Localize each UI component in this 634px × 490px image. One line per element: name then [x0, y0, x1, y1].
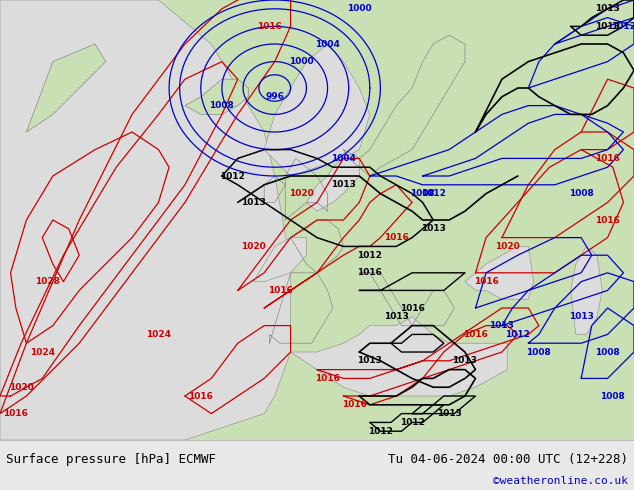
Text: 996: 996 [265, 92, 284, 101]
Text: 1000: 1000 [347, 4, 372, 13]
Text: 1008: 1008 [410, 189, 435, 198]
Polygon shape [290, 317, 507, 396]
Text: 1012: 1012 [399, 418, 425, 427]
Text: 1020: 1020 [241, 242, 266, 251]
Text: 1012: 1012 [358, 251, 382, 260]
Text: 1004: 1004 [315, 40, 340, 49]
Text: 1016: 1016 [595, 154, 620, 163]
Text: 1013: 1013 [331, 180, 356, 189]
Text: Tu 04-06-2024 00:00 UTC (12+228): Tu 04-06-2024 00:00 UTC (12+228) [387, 452, 628, 466]
Text: Surface pressure [hPa] ECMWF: Surface pressure [hPa] ECMWF [6, 452, 216, 466]
Text: 1013: 1013 [384, 312, 409, 321]
Text: 1016: 1016 [399, 303, 425, 313]
Polygon shape [465, 246, 534, 299]
Text: 1016: 1016 [358, 269, 382, 277]
Text: 1012: 1012 [421, 189, 446, 198]
Text: 1013: 1013 [358, 356, 382, 366]
Text: 1016: 1016 [342, 400, 366, 409]
Polygon shape [571, 246, 602, 334]
Text: 1020: 1020 [495, 242, 520, 251]
Text: ©weatheronline.co.uk: ©weatheronline.co.uk [493, 476, 628, 486]
Text: 1020: 1020 [9, 383, 34, 392]
Text: 1016: 1016 [463, 330, 488, 339]
Text: 1000: 1000 [289, 57, 313, 66]
Text: 1008: 1008 [600, 392, 625, 400]
Polygon shape [0, 0, 290, 440]
Text: 1012: 1012 [368, 427, 393, 436]
Text: 1004: 1004 [331, 154, 356, 163]
Text: 1008: 1008 [569, 189, 593, 198]
Text: 1012: 1012 [220, 172, 245, 180]
Text: 1016: 1016 [268, 286, 292, 295]
Text: 1020: 1020 [288, 189, 314, 198]
Polygon shape [264, 44, 370, 176]
Text: 1008: 1008 [209, 101, 235, 110]
Polygon shape [27, 44, 106, 132]
Text: 1013: 1013 [437, 409, 462, 418]
Polygon shape [254, 238, 306, 282]
Text: 1012: 1012 [632, 13, 634, 22]
Text: 1013: 1013 [421, 224, 446, 233]
Text: 1013: 1013 [595, 22, 620, 31]
Text: 1013: 1013 [241, 198, 266, 207]
Text: 1016: 1016 [595, 216, 620, 224]
Text: 1024: 1024 [30, 347, 55, 357]
Text: 1016: 1016 [257, 22, 282, 31]
Text: 1008: 1008 [595, 347, 620, 357]
Text: 1012: 1012 [505, 330, 530, 339]
Text: 1012: 1012 [611, 22, 634, 31]
Polygon shape [306, 158, 359, 211]
Text: 1013: 1013 [595, 4, 620, 13]
Text: 1016: 1016 [188, 392, 213, 400]
Text: 1013: 1013 [453, 356, 477, 366]
Text: 1024: 1024 [146, 330, 171, 339]
Text: 1016: 1016 [315, 374, 340, 383]
Text: 1016: 1016 [3, 409, 29, 418]
Text: 1016: 1016 [384, 233, 409, 242]
Polygon shape [185, 79, 249, 114]
Text: 1013: 1013 [489, 321, 514, 330]
Text: 1016: 1016 [474, 277, 498, 286]
Text: 1013: 1013 [569, 312, 593, 321]
Text: 1008: 1008 [526, 347, 552, 357]
Text: 1028: 1028 [35, 277, 60, 286]
